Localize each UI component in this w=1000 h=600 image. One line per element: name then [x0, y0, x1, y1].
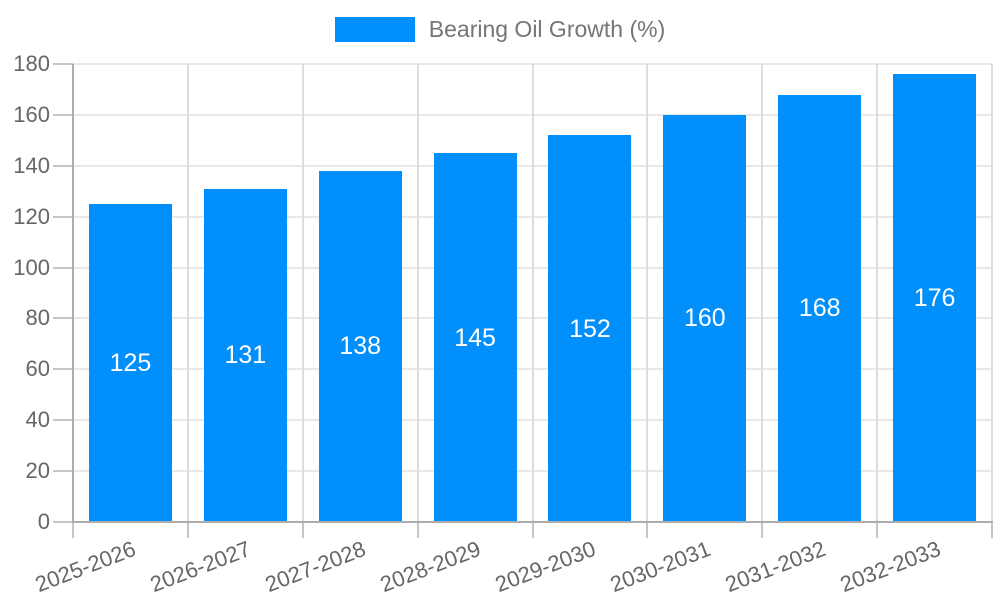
y-axis-line [72, 64, 74, 522]
x-gridline [876, 64, 879, 522]
x-gridline [761, 64, 764, 522]
bar-value-label: 160 [683, 304, 726, 333]
y-tick-mark [53, 164, 73, 167]
y-axis-tick-label: 160 [13, 101, 50, 127]
y-tick-mark [53, 215, 73, 218]
y-axis-tick-label: 120 [13, 203, 50, 229]
bar[interactable] [433, 153, 517, 522]
bar-value-label: 176 [913, 284, 956, 313]
bar[interactable] [88, 203, 172, 522]
bar-value-label: 125 [109, 348, 152, 377]
y-tick-mark [53, 266, 73, 269]
y-axis-tick-label: 20 [25, 458, 50, 484]
bar[interactable] [893, 74, 977, 522]
x-gridline [531, 64, 534, 522]
bar-value-label: 152 [569, 314, 611, 343]
y-axis-tick-label: 0 [37, 509, 50, 534]
bar[interactable] [778, 94, 862, 522]
y-axis-tick-label: 60 [25, 356, 50, 382]
bar-value-label: 138 [339, 332, 382, 361]
x-tick-mark [646, 522, 649, 538]
y-tick-mark [53, 419, 73, 422]
bar[interactable] [663, 114, 747, 522]
x-gridline [186, 64, 189, 522]
x-axis-line [72, 521, 993, 523]
bar[interactable] [548, 135, 632, 522]
y-tick-mark [53, 317, 73, 320]
x-gridline [301, 64, 304, 522]
y-tick-mark [53, 470, 73, 473]
bar-value-label: 168 [798, 294, 841, 323]
legend-label: Bearing Oil Growth (%) [428, 16, 666, 42]
x-tick-mark [72, 522, 74, 538]
legend-swatch [334, 17, 415, 42]
y-tick-mark [53, 113, 73, 116]
y-tick-mark [53, 63, 73, 65]
bar-value-label: 145 [454, 323, 496, 352]
x-tick-mark [761, 522, 764, 538]
x-gridline [991, 64, 993, 522]
x-tick-mark [186, 522, 189, 538]
x-tick-mark [416, 522, 419, 538]
x-tick-mark [991, 522, 993, 538]
y-axis-tick-label: 80 [25, 305, 50, 331]
y-tick-mark [53, 521, 73, 523]
x-tick-mark [876, 522, 879, 538]
x-tick-mark [301, 522, 304, 538]
x-gridline [416, 64, 419, 522]
y-tick-mark [53, 368, 73, 371]
y-axis-tick-label: 100 [13, 254, 50, 280]
legend-item[interactable]: Bearing Oil Growth (%) [0, 17, 1000, 42]
y-axis-tick-label: 40 [25, 407, 50, 433]
y-axis-tick-label: 180 [13, 51, 50, 76]
x-tick-mark [531, 522, 534, 538]
bar-value-label: 131 [224, 341, 267, 370]
y-axis-tick-label: 140 [13, 152, 50, 178]
bar[interactable] [203, 188, 287, 522]
x-gridline [646, 64, 649, 522]
bar[interactable] [318, 170, 402, 522]
plot-area: 125 131 138 145 152 160 168 176 [53, 63, 993, 538]
